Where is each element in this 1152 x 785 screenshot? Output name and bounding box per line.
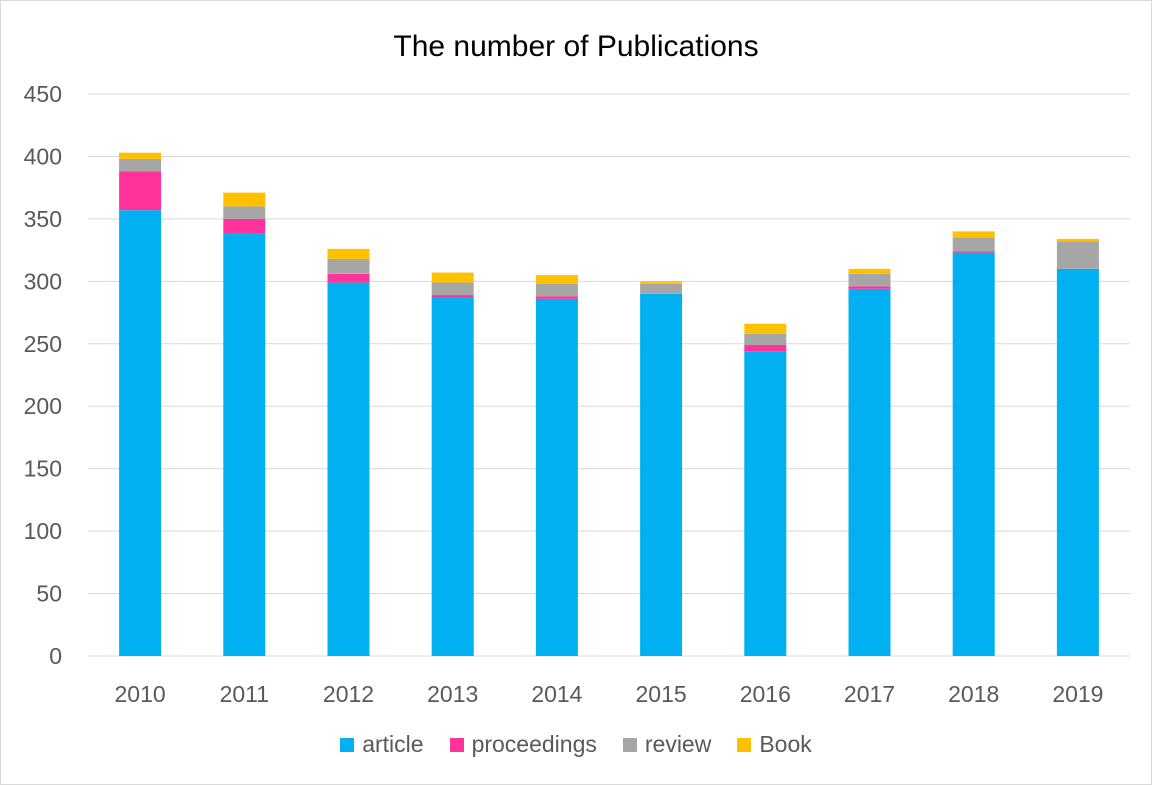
y-tick-label: 200 [24,393,62,419]
x-tick-label: 2014 [531,681,582,707]
legend-label: article [362,731,424,757]
bar-review-2010 [119,158,162,172]
y-tick-label: 100 [24,518,62,544]
bar-book-2016 [744,323,787,334]
bar-article-2010 [119,210,162,656]
bar-article-2019 [1056,268,1099,656]
bar-book-2018 [952,231,995,238]
bar-article-2011 [223,233,266,656]
legend-swatch [622,737,637,752]
bar-book-2014 [535,275,578,284]
bar-proceedings-2012 [327,273,370,283]
bar-proceedings-2016 [744,345,787,352]
y-tick-label: 150 [24,456,62,482]
bars [119,152,1099,656]
legend-item-article: article [340,731,424,758]
bar-proceedings-2014 [535,296,578,299]
legend-item-book: Book [737,731,812,758]
x-tick-label: 2018 [948,681,999,707]
x-tick-label: 2012 [323,681,374,707]
y-tick-label: 250 [24,331,62,357]
x-tick-label: 2010 [115,681,166,707]
x-tick-label: 2019 [1052,681,1103,707]
y-tick-label: 450 [24,81,62,107]
x-tick-label: 2015 [636,681,687,707]
bar-book-2010 [119,152,162,159]
bar-article-2014 [535,298,578,656]
bar-review-2019 [1056,241,1099,269]
bar-article-2013 [431,297,474,656]
bar-review-2016 [744,333,787,346]
legend-swatch [449,737,464,752]
bar-book-2013 [431,272,474,283]
legend-label: Book [759,731,812,757]
legend-item-proceedings: proceedings [449,731,597,758]
bar-proceedings-2018 [952,251,995,253]
x-tick-label: 2016 [740,681,791,707]
bar-review-2013 [431,282,474,296]
bar-review-2014 [535,283,578,297]
x-tick-label: 2017 [844,681,895,707]
bar-article-2018 [952,252,995,656]
bar-book-2015 [640,281,683,284]
y-tick-label: 350 [24,206,62,232]
bar-book-2011 [223,192,266,207]
chart-title: The number of Publications [393,30,759,63]
bar-proceedings-2017 [848,286,891,289]
legend-swatch [737,737,752,752]
legend-label: review [644,731,712,757]
x-tick-label: 2013 [427,681,478,707]
legend: article proceedings review Book [0,731,1152,758]
bar-review-2011 [223,206,266,219]
bar-proceedings-2010 [119,171,162,211]
bar-review-2015 [640,283,683,294]
legend-swatch [340,737,355,752]
y-tick-label: 400 [24,143,62,169]
x-axis-ticks: 2010 2011 2012 2013 2014 2015 2016 2017 2018 2019 [115,681,1104,707]
bar-review-2012 [327,258,370,274]
bar-book-2012 [327,248,370,259]
bar-proceedings-2011 [223,218,266,234]
x-tick-label: 2011 [220,681,269,707]
y-tick-label: 300 [24,268,62,294]
bar-book-2017 [848,268,891,274]
bar-book-2019 [1056,238,1099,242]
y-tick-label: 50 [36,581,62,607]
bar-article-2015 [640,293,683,656]
bar-article-2016 [744,351,787,656]
y-tick-label: 0 [49,643,62,669]
bar-proceedings-2013 [431,295,474,298]
bar-review-2017 [848,273,891,287]
bar-article-2012 [327,282,370,656]
bar-review-2018 [952,237,995,252]
legend-label: proceedings [471,731,597,757]
y-axis-ticks: 0 50 100 150 200 250 300 350 400 450 [24,81,62,669]
legend-item-review: review [622,731,712,758]
bar-article-2017 [848,288,891,656]
